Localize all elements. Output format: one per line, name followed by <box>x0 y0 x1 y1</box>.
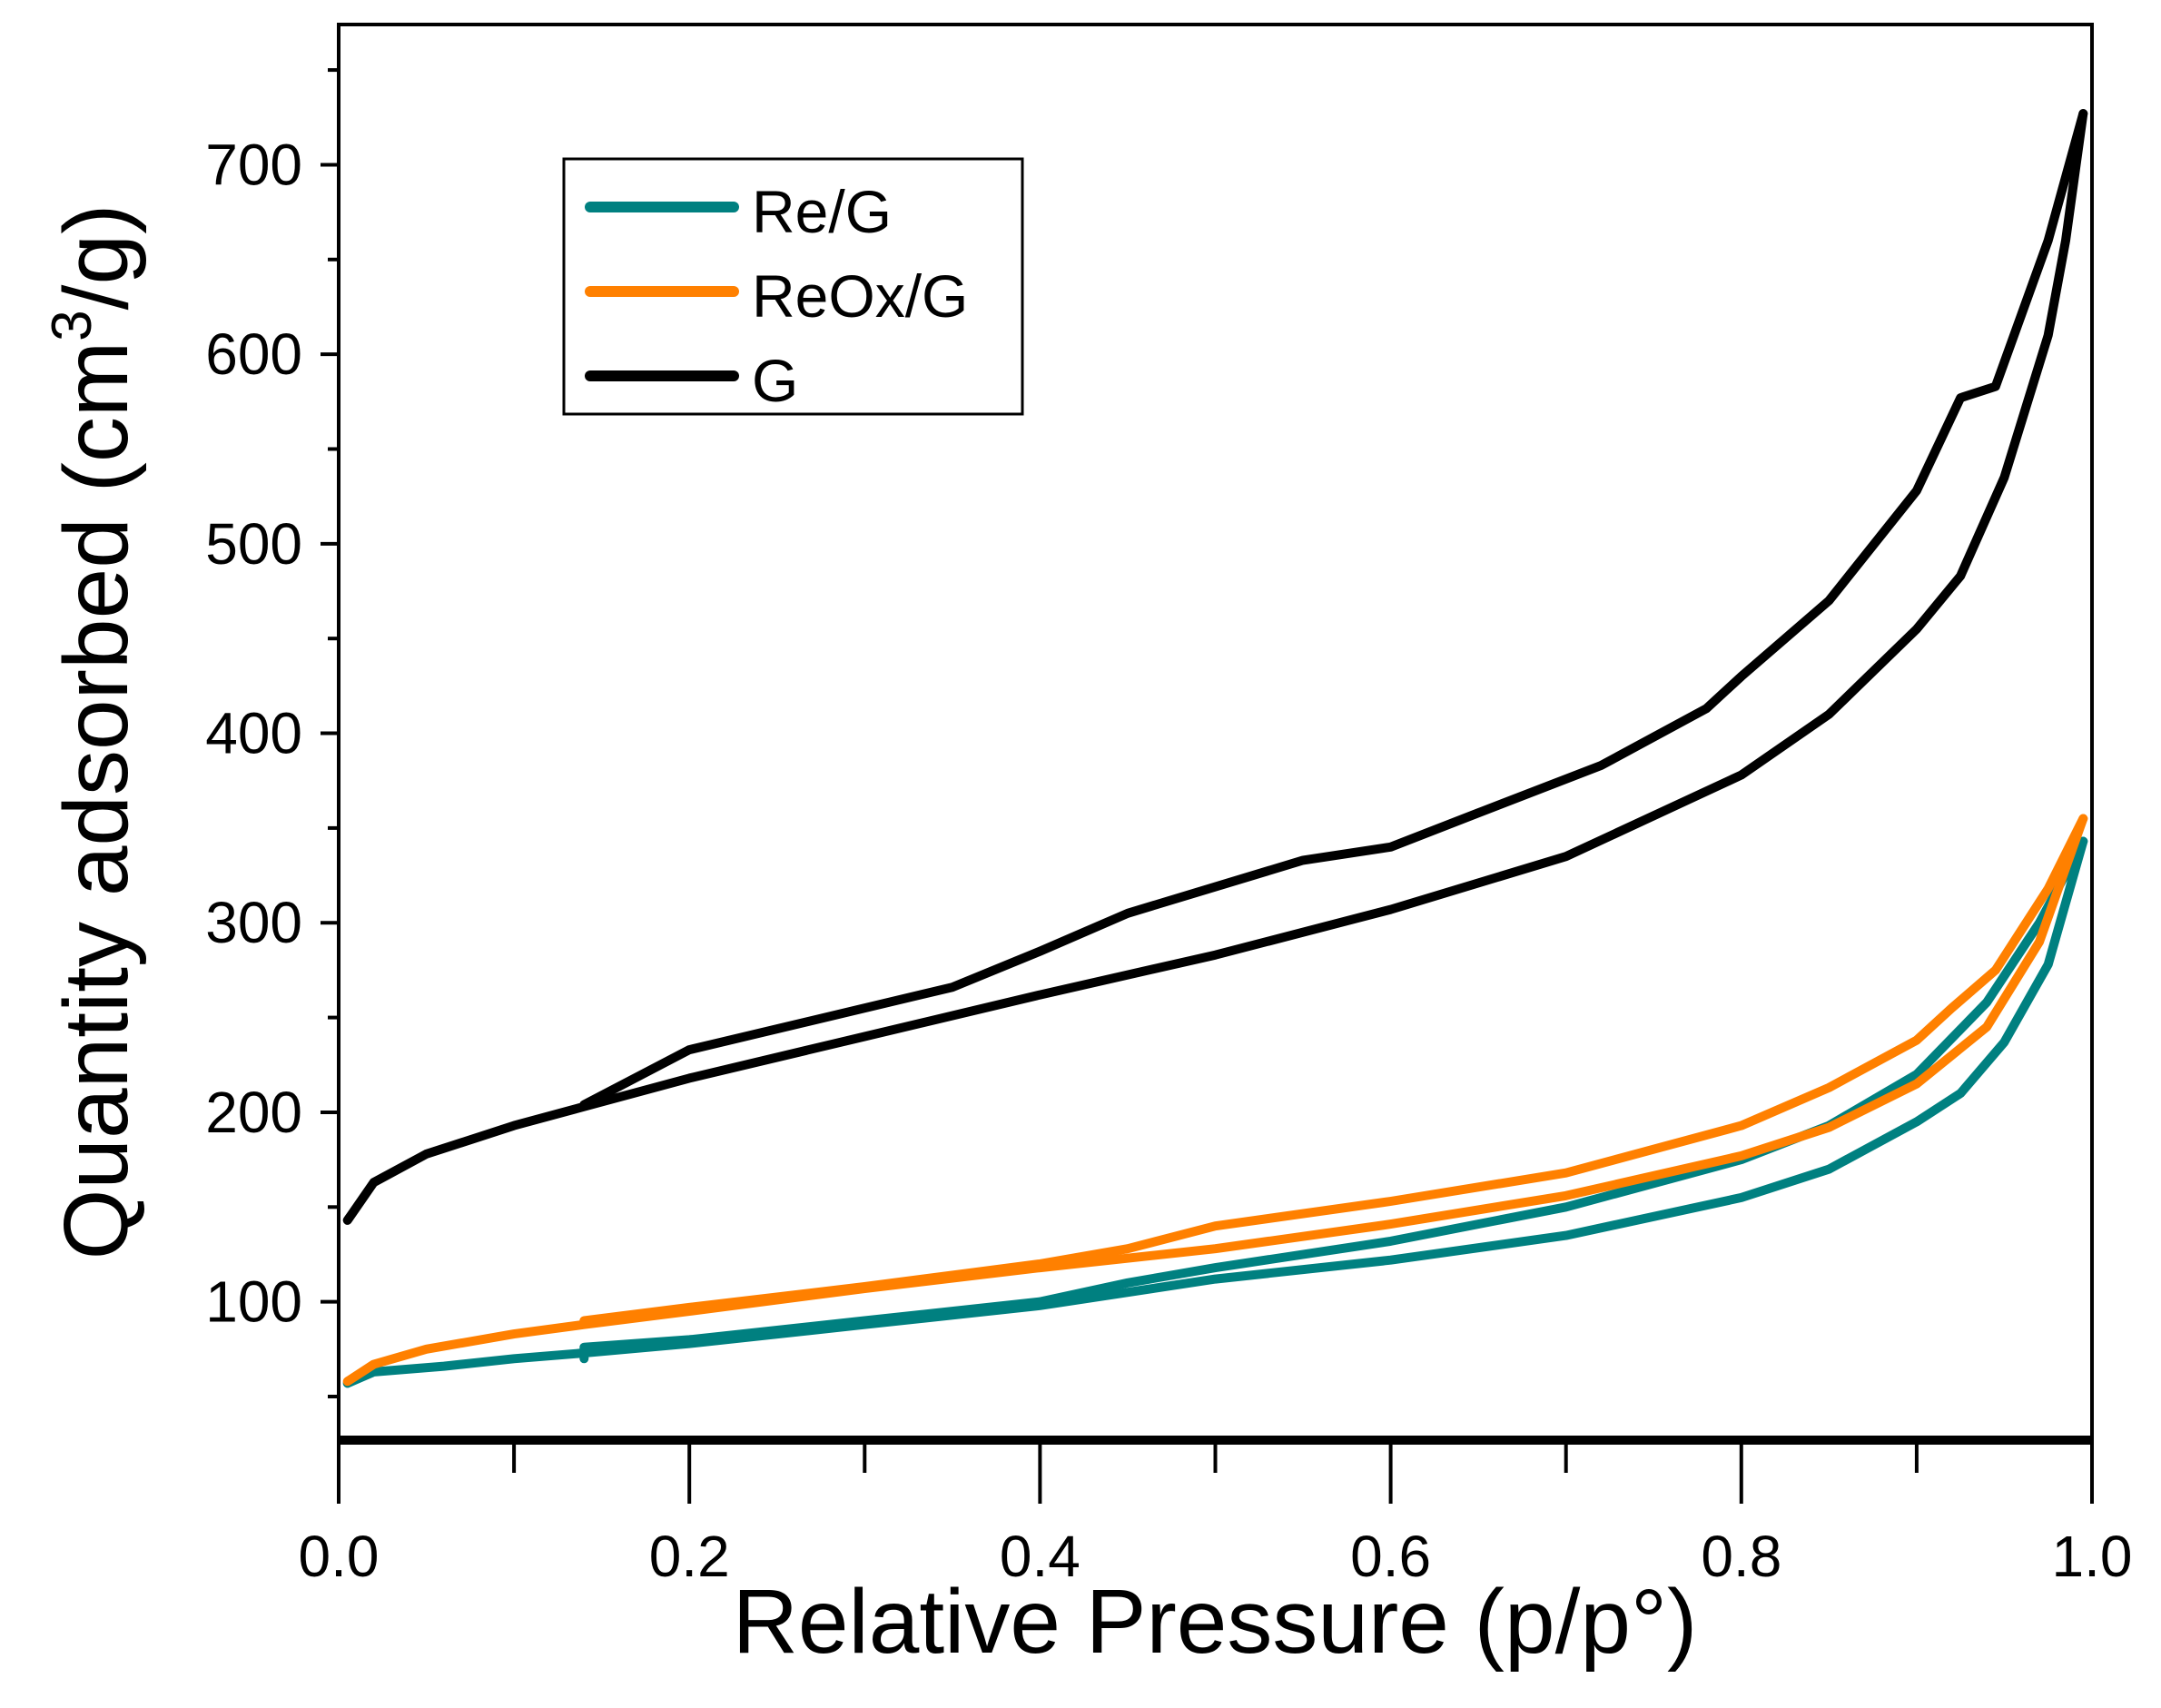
legend-label: G <box>752 347 798 414</box>
legend: Re/G ReOx/G G <box>562 157 1024 416</box>
curves-layer <box>342 109 2088 1388</box>
y-axis-label: Quantity adsorbed (cm3/g) <box>41 204 147 1260</box>
y-tick-label: 600 <box>205 321 302 387</box>
y-tick-label: 400 <box>205 701 302 766</box>
x-tick-label: 0.0 <box>299 1524 380 1589</box>
x-tick-label: 0.6 <box>1350 1524 1431 1589</box>
y-tick-label: 300 <box>205 890 302 955</box>
x-axis-label: Relative Pressure (p/p°) <box>733 1571 1698 1673</box>
x-tick-label: 0.2 <box>649 1524 730 1589</box>
x-tick-label: 0.8 <box>1701 1524 1781 1589</box>
series-g-desorption <box>579 109 2088 1110</box>
y-axis-ticks: 100 200 300 400 500 600 700 <box>205 68 339 1398</box>
series-reox-g-adsorption <box>342 814 2088 1387</box>
x-axis-ticks: 0.0 0.2 0.4 0.6 0.8 1.0 <box>299 1440 2133 1589</box>
series-re-g-adsorption <box>342 836 2088 1388</box>
legend-label: ReOx/G <box>752 262 968 330</box>
legend-label: Re/G <box>752 178 892 245</box>
x-tick-label: 0.4 <box>1000 1524 1080 1589</box>
series-reox-g-desorption <box>579 814 2088 1326</box>
y-tick-label: 500 <box>205 511 302 577</box>
series-g-adsorption <box>342 109 2088 1225</box>
y-tick-label: 200 <box>205 1080 302 1145</box>
y-tick-label: 100 <box>205 1269 302 1335</box>
series-re-g-desorption <box>579 836 2088 1364</box>
y-tick-label: 700 <box>205 132 302 197</box>
x-tick-label: 1.0 <box>2052 1524 2133 1589</box>
